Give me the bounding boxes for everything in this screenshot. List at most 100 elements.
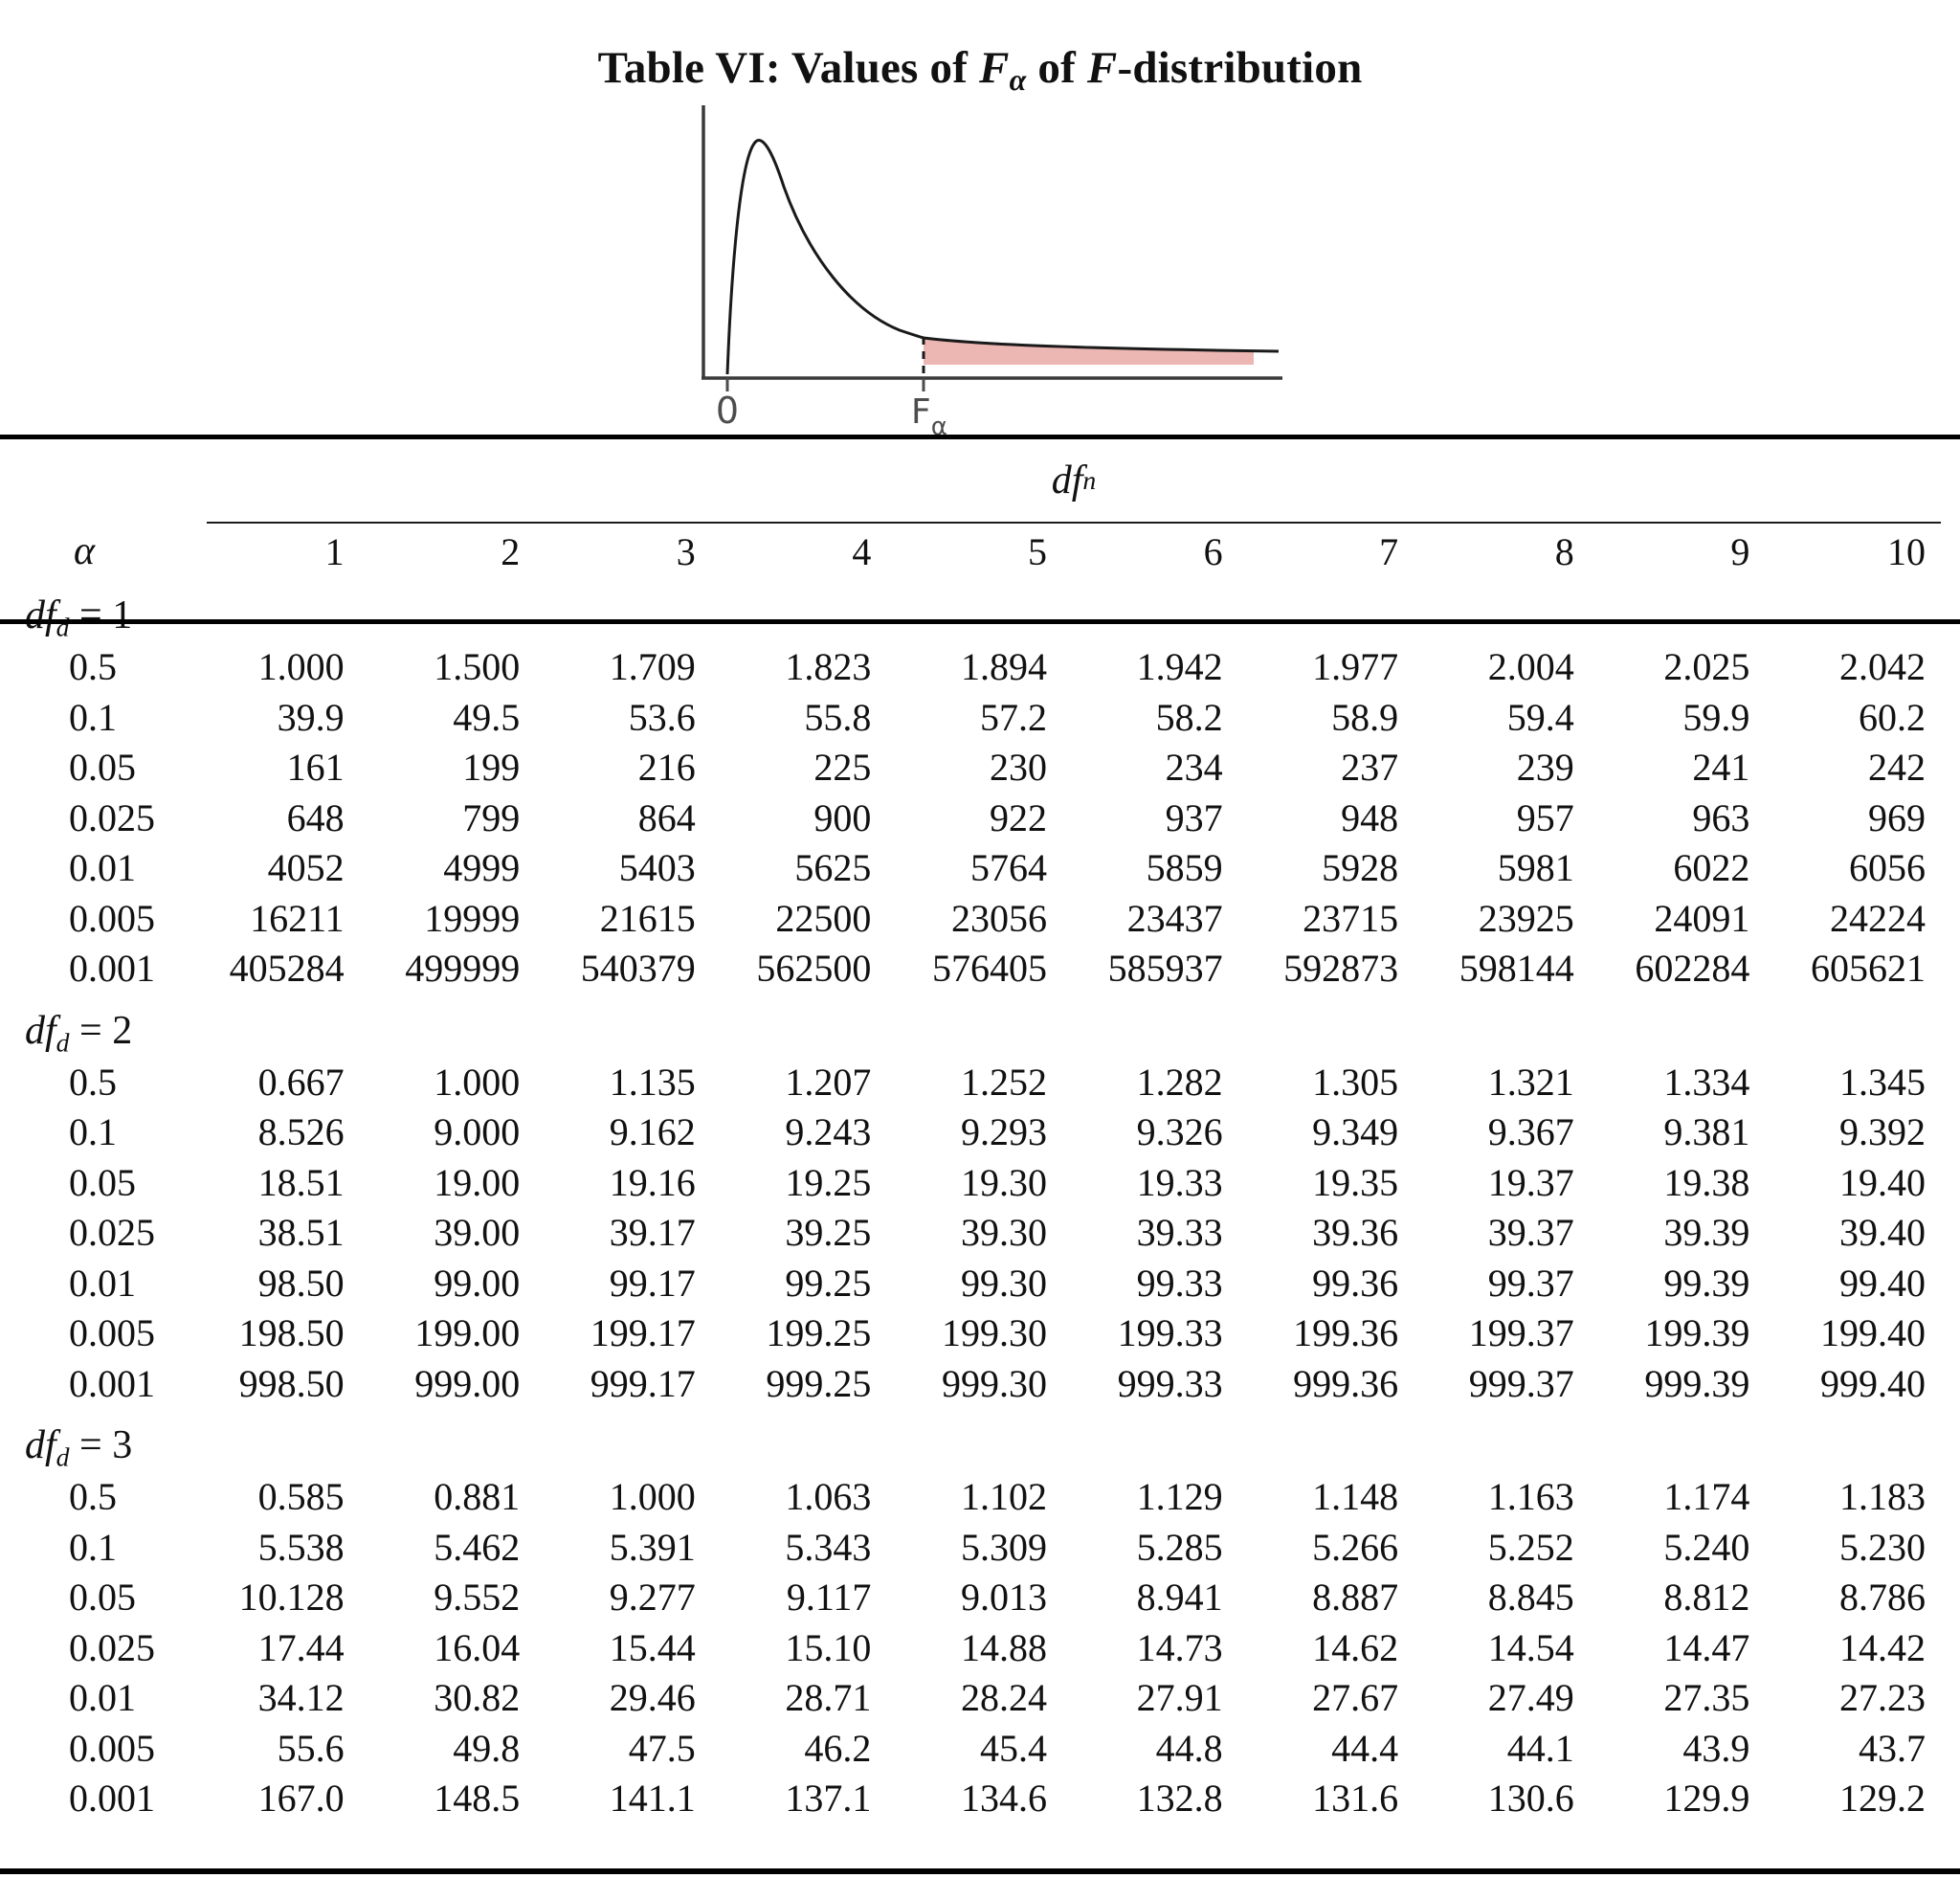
table-row: 0.5 0.667 1.000 1.135 1.207 1.252 1.282 1.305 1.… bbox=[0, 1058, 1926, 1108]
section-label-row: dfd = 2 bbox=[0, 995, 1926, 1058]
f-value: 1.321 bbox=[1487, 1060, 1574, 1104]
f-value: 199.40 bbox=[1820, 1311, 1926, 1354]
f-value: 19999 bbox=[424, 896, 521, 940]
title-f-symbol-2: F bbox=[1086, 43, 1118, 93]
f-value: 5.391 bbox=[609, 1525, 696, 1569]
f-value: 39.33 bbox=[1136, 1211, 1223, 1254]
f-value: 58.2 bbox=[1155, 695, 1223, 739]
f-value: 19.25 bbox=[785, 1160, 872, 1204]
alpha-value: 0.001 bbox=[69, 1777, 155, 1820]
f-value: 44.8 bbox=[1155, 1726, 1223, 1770]
f-value: 999.30 bbox=[941, 1361, 1047, 1405]
f-value: 14.42 bbox=[1839, 1625, 1926, 1669]
f-value: 19.40 bbox=[1839, 1160, 1926, 1204]
f-value: 27.35 bbox=[1663, 1676, 1750, 1719]
f-value: 0.881 bbox=[434, 1475, 521, 1518]
section-label: dfd = 3 bbox=[25, 1423, 132, 1470]
alpha-header: α bbox=[73, 529, 96, 573]
f-value: 98.50 bbox=[257, 1261, 345, 1305]
f-value: 1.709 bbox=[609, 645, 696, 688]
f-value: 8.526 bbox=[257, 1110, 345, 1153]
f-value: 99.39 bbox=[1663, 1261, 1750, 1305]
f-value: 199.00 bbox=[414, 1311, 521, 1354]
table-row: 0.01 4052 4999 5403 5625 5764 5859 5928 5981 6022… bbox=[0, 843, 1926, 894]
f-value: 602284 bbox=[1635, 947, 1750, 990]
f-value: 199.33 bbox=[1117, 1311, 1223, 1354]
f-value: 1.063 bbox=[785, 1475, 872, 1518]
alpha-value: 0.1 bbox=[69, 695, 117, 739]
dfn-column-header: 7 bbox=[1379, 529, 1399, 573]
f-value: 1.148 bbox=[1312, 1475, 1399, 1518]
f-value: 9.243 bbox=[785, 1110, 872, 1153]
f-value: 199.37 bbox=[1468, 1311, 1574, 1354]
f-value: 129.2 bbox=[1839, 1777, 1926, 1820]
f-value: 38.51 bbox=[257, 1211, 345, 1254]
f-value: 605621 bbox=[1811, 947, 1926, 990]
f-value: 132.8 bbox=[1136, 1777, 1223, 1820]
f-value: 18.51 bbox=[257, 1160, 345, 1204]
f-value: 129.9 bbox=[1663, 1777, 1750, 1820]
title-middle: of bbox=[1026, 43, 1087, 93]
title-alpha-subscript: α bbox=[1009, 62, 1027, 97]
title-prefix: Table VI: Values of bbox=[597, 43, 979, 93]
f-value: 957 bbox=[1516, 795, 1574, 839]
f-value: 29.46 bbox=[609, 1676, 696, 1719]
f-distribution-plot: 0 Fα bbox=[702, 105, 1282, 435]
f-value: 28.24 bbox=[960, 1676, 1047, 1719]
f-value: 5.309 bbox=[960, 1525, 1047, 1569]
f-value: 57.2 bbox=[979, 695, 1047, 739]
f-value: 1.000 bbox=[257, 645, 345, 688]
f-value: 46.2 bbox=[804, 1726, 872, 1770]
f-value: 161 bbox=[286, 746, 345, 789]
f-value: 1.942 bbox=[1136, 645, 1223, 688]
f-value: 23715 bbox=[1303, 896, 1399, 940]
f-value: 22500 bbox=[775, 896, 872, 940]
f-value: 592873 bbox=[1283, 947, 1399, 990]
section-label-subscript: d bbox=[56, 612, 70, 642]
page: { "title": { "prefix": "Table VI: Values… bbox=[0, 42, 1960, 1878]
alpha-value: 0.005 bbox=[69, 896, 155, 940]
alpha-value: 0.001 bbox=[69, 947, 155, 990]
alpha-value: 0.5 bbox=[69, 645, 117, 688]
f-value: 8.786 bbox=[1839, 1576, 1926, 1619]
dfn-column-header: 10 bbox=[1887, 529, 1926, 573]
f-value: 16211 bbox=[250, 896, 345, 940]
f-value: 99.40 bbox=[1839, 1261, 1926, 1305]
table-row: 0.01 98.50 99.00 99.17 99.25 99.30 99.33 99.36 9… bbox=[0, 1259, 1926, 1309]
alpha-value: 0.005 bbox=[69, 1726, 155, 1770]
f-value: 1.174 bbox=[1663, 1475, 1750, 1518]
f-value: 5.343 bbox=[785, 1525, 872, 1569]
table-row: 0.001 405284 499999 540379 562500 576405 58593… bbox=[0, 944, 1926, 995]
table-row: 0.1 5.538 5.462 5.391 5.343 5.309 5.285 5.266 5.… bbox=[0, 1523, 1926, 1574]
f-value: 9.326 bbox=[1136, 1110, 1223, 1153]
section-label: dfd = 2 bbox=[25, 1009, 132, 1056]
f-value: 39.00 bbox=[434, 1211, 521, 1254]
f-value: 59.9 bbox=[1682, 695, 1750, 739]
f-value: 199.30 bbox=[941, 1311, 1047, 1354]
f-value: 585937 bbox=[1107, 947, 1223, 990]
f-value: 1.334 bbox=[1663, 1060, 1750, 1104]
f-value: 16.04 bbox=[434, 1625, 521, 1669]
f-value: 5981 bbox=[1497, 846, 1574, 889]
f-value: 6022 bbox=[1673, 846, 1750, 889]
table-row: 0.05 18.51 19.00 19.16 19.25 19.30 19.33 19.35 1… bbox=[0, 1158, 1926, 1209]
f-value: 99.17 bbox=[609, 1261, 696, 1305]
dfn-column-header: 4 bbox=[852, 529, 872, 573]
alpha-value: 0.025 bbox=[69, 795, 155, 839]
f-value: 14.88 bbox=[960, 1625, 1047, 1669]
section-label-subscript: d bbox=[56, 1442, 70, 1472]
f-distribution-figure: 0 Fα bbox=[0, 98, 1960, 435]
section-label-row: dfd = 1 bbox=[0, 579, 1926, 642]
f-value: 39.36 bbox=[1312, 1211, 1399, 1254]
table-row: 0.025 17.44 16.04 15.44 15.10 14.88 14.73 14.62… bbox=[0, 1623, 1926, 1674]
f-table-body: dfd = 1 0.5 1.000 1.500 1.709 1.823 1.894 1.942… bbox=[0, 579, 1926, 1824]
f-value: 998.50 bbox=[238, 1361, 345, 1405]
f-value: 39.37 bbox=[1487, 1211, 1574, 1254]
table-row: 0.005 198.50 199.00 199.17 199.25 199.30 199.3… bbox=[0, 1308, 1926, 1359]
alpha-value: 0.5 bbox=[69, 1060, 117, 1104]
f-value: 134.6 bbox=[960, 1777, 1047, 1820]
f-value: 999.17 bbox=[590, 1361, 696, 1405]
f-value: 27.23 bbox=[1839, 1676, 1926, 1719]
f-value: 34.12 bbox=[257, 1676, 345, 1719]
f-value: 5.538 bbox=[257, 1525, 345, 1569]
